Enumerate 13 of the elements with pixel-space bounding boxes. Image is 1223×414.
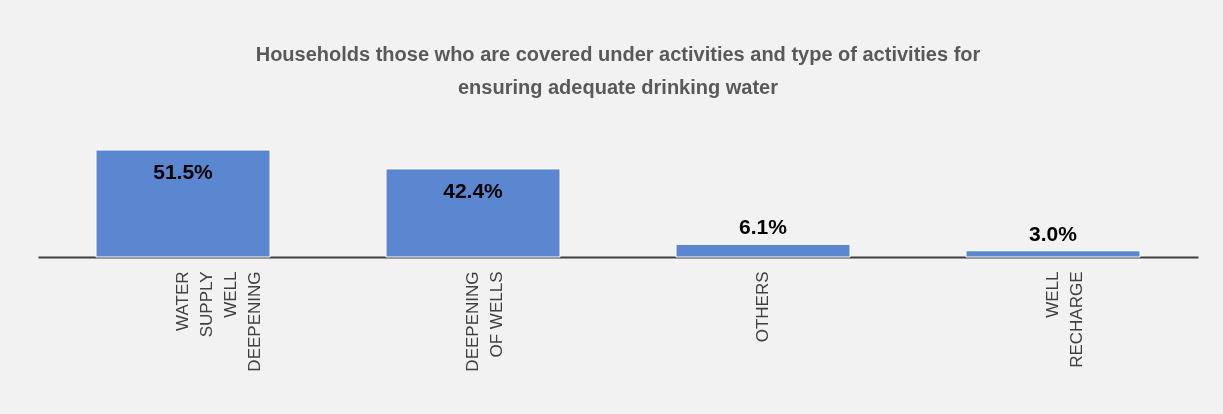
bar bbox=[965, 250, 1141, 258]
data-label: 6.1% bbox=[739, 215, 788, 239]
bar bbox=[385, 168, 561, 258]
x-tick-label: WATER SUPPLY WELL DEEPENING bbox=[173, 271, 264, 372]
bar bbox=[95, 149, 271, 258]
x-tick-label: DEEPENING OF WELLS bbox=[463, 271, 506, 372]
bar bbox=[675, 243, 851, 258]
data-label: 3.0% bbox=[1029, 221, 1078, 245]
x-tick-label: OTHERS bbox=[753, 271, 772, 343]
data-label: 51.5% bbox=[153, 160, 214, 183]
data-label: 42.4% bbox=[443, 178, 504, 202]
x-tick-label: WELL RECHARGE bbox=[1043, 271, 1086, 368]
chart-title: Households those who are covered under activities and type of activities for ensuring adequate drinking water bbox=[255, 42, 981, 98]
